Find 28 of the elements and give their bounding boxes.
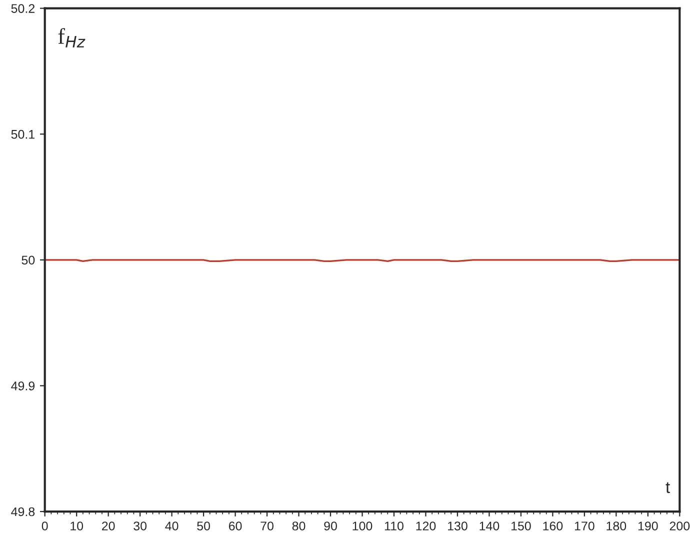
y-tick-label: 50.2 (11, 4, 35, 13)
x-tick-label: 180 (606, 522, 626, 530)
y-tick-label: 49.8 (11, 507, 35, 516)
y-tick-label: 50.1 (11, 130, 35, 139)
x-tick-label: 90 (324, 522, 337, 530)
x-tick-label: 50 (197, 522, 210, 530)
x-tick-label: 160 (543, 522, 563, 530)
x-tick-label: 150 (511, 522, 531, 530)
y-tick-label: 50 (22, 256, 35, 265)
x-tick-label: 170 (574, 522, 594, 530)
x-tick-label: 30 (134, 522, 147, 530)
x-tick-label: 80 (292, 522, 306, 530)
x-tick-label: 140 (480, 522, 500, 530)
x-tick-label: 110 (384, 522, 404, 530)
x-axis-title: t (666, 482, 670, 494)
y-axis-title: f$_{Hz}$ (58, 28, 86, 48)
x-tick-label: 10 (70, 522, 84, 530)
x-tick-label: 70 (260, 522, 274, 530)
x-tick-label: 100 (352, 522, 372, 530)
x-tick-label: 200 (670, 522, 690, 530)
x-tick-label: 0 (42, 522, 48, 530)
x-tick-label: 190 (638, 522, 658, 530)
x-tick-label: 130 (448, 522, 468, 530)
y-tick-label: 49.9 (11, 382, 35, 390)
x-tick-label: 40 (165, 522, 178, 530)
x-tick-label: 60 (228, 522, 242, 530)
x-tick-label: 120 (416, 522, 436, 530)
x-tick-label: 20 (102, 522, 115, 530)
